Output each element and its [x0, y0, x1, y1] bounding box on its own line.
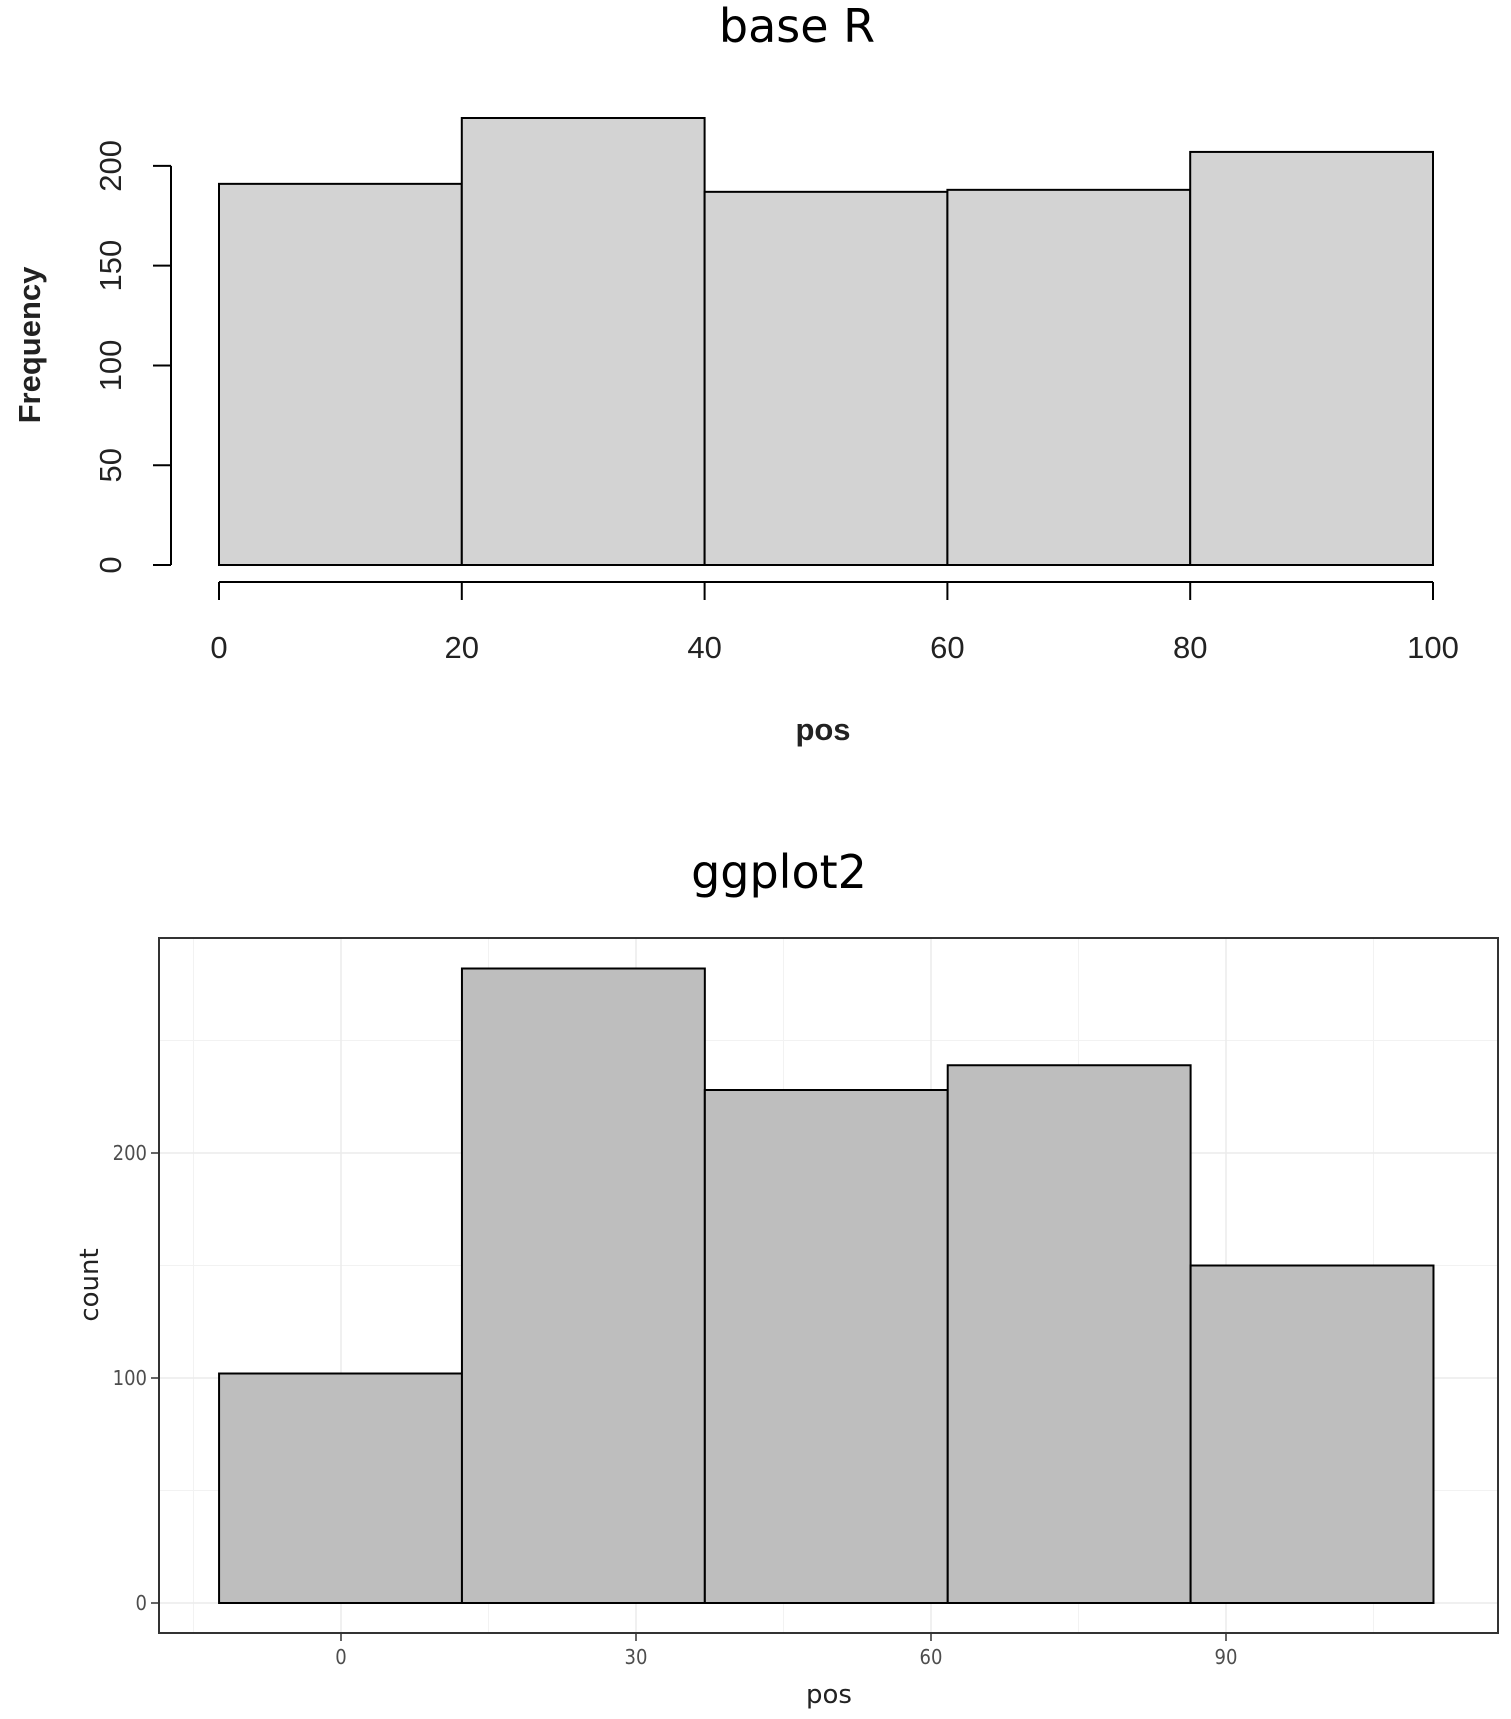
ggplot2-y-axis-label: count: [75, 1248, 105, 1321]
ggplot2-x-tick-label: 90: [1215, 1645, 1238, 1669]
base-r-y-tick-label: 150: [93, 240, 128, 292]
ggplot2-bar: [218, 1372, 463, 1604]
base-r-x-tick-label: 60: [930, 630, 964, 665]
base-r-y-tick-label: 200: [93, 140, 128, 192]
ggplot2-panel-border: [158, 937, 1499, 1634]
ggplot2-y-tick-label: 100: [113, 1366, 147, 1390]
ggplot2-x-tick-label: 60: [920, 1645, 943, 1669]
ggplot2-bar: [460, 967, 706, 1604]
base-r-y-tick-label: 100: [93, 340, 128, 392]
ggplot2-x-axis: 0 30 60 90: [335, 1633, 1237, 1669]
base-r-y-axis: 0 50 100 150 200: [93, 140, 172, 574]
ggplot2-title: ggplot2: [691, 845, 867, 899]
ggplot2-x-axis-label: pos: [806, 1680, 852, 1710]
base-r-x-tick-label: 40: [687, 630, 721, 665]
ggplot2-y-tick-label: 200: [113, 1141, 147, 1165]
ggplot2-x-tick-label: 30: [625, 1645, 648, 1669]
base-r-y-axis-label: Frequency: [12, 266, 47, 424]
base-r-bar: [703, 190, 949, 567]
base-r-x-axis: 0 20 40 60 80 100: [210, 581, 1459, 665]
base-r-bar: [218, 182, 463, 566]
base-r-title: base R: [719, 0, 875, 53]
base-r-x-tick-label: 80: [1173, 630, 1207, 665]
base-r-y-tick-label: 50: [93, 448, 128, 482]
base-r-x-tick-label: 0: [210, 630, 227, 665]
ggplot2-x-tick-label: 0: [335, 1645, 346, 1669]
ggplot2-bar: [946, 1064, 1192, 1604]
ggplot2-y-axis: 0 100 200: [113, 1141, 159, 1615]
ggplot2-bar: [703, 1089, 949, 1604]
base-r-bar: [1189, 150, 1434, 566]
base-r-x-tick-label: 20: [445, 630, 479, 665]
base-r-bar: [460, 117, 706, 566]
base-r-x-tick-label: 100: [1407, 630, 1459, 665]
base-r-y-tick-label: 0: [93, 556, 128, 573]
ggplot2-bar: [1189, 1264, 1435, 1604]
ggplot2-y-tick-label: 0: [136, 1591, 147, 1615]
base-r-bar: [946, 188, 1192, 566]
base-r-x-axis-label: pos: [795, 712, 850, 747]
base-r-bars: [218, 117, 1434, 567]
ggplot2-bars: [218, 967, 1435, 1604]
